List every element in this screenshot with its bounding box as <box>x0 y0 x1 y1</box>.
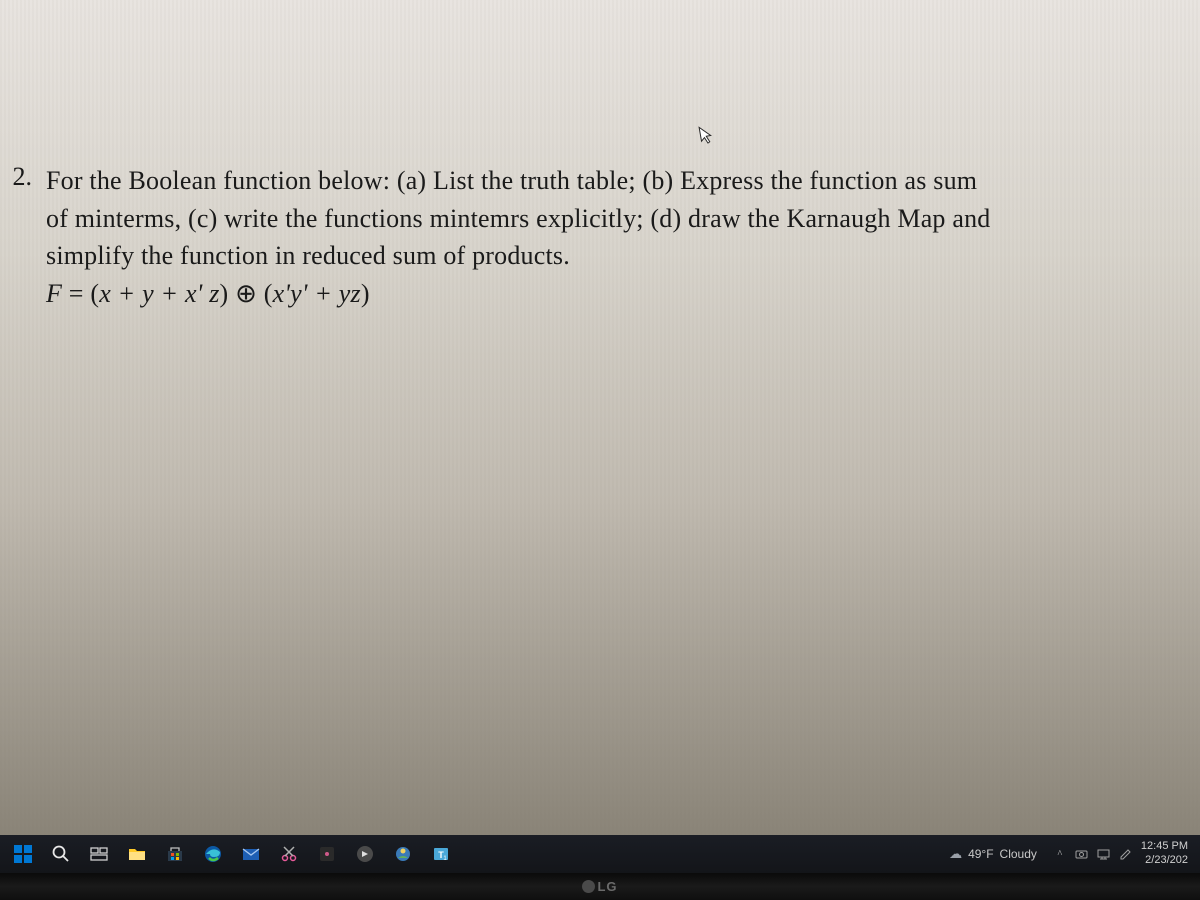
question-line-2: of minterms, (c) write the functions min… <box>46 204 990 233</box>
formula-xor: ) ⊕ ( <box>220 279 273 308</box>
app-icon-1[interactable] <box>310 838 344 870</box>
question-line-1: For the Boolean function below: (a) List… <box>46 166 977 195</box>
mail-icon[interactable] <box>234 838 268 870</box>
weather-widget[interactable]: ☁ 49°F Cloudy <box>941 846 1045 862</box>
question-line-3: simplify the function in reduced sum of … <box>46 241 570 270</box>
tray-monitor-icon[interactable] <box>1097 847 1111 861</box>
lg-logo: LG <box>582 879 617 894</box>
formula-terms-2: x'y' + yz <box>273 279 361 308</box>
system-tray: ^ <box>1053 847 1133 861</box>
app-icon-2[interactable] <box>348 838 382 870</box>
lg-circle-icon <box>582 880 595 893</box>
app-icon-3[interactable] <box>386 838 420 870</box>
formula-F: F <box>46 279 62 308</box>
monitor-bezel: LG <box>0 873 1200 900</box>
start-button[interactable] <box>6 838 40 870</box>
weather-condition: Cloudy <box>1000 847 1037 861</box>
tray-camera-icon[interactable] <box>1075 847 1089 861</box>
file-explorer-icon[interactable] <box>120 838 154 870</box>
clock-date: 2/23/202 <box>1141 854 1188 868</box>
app-icon-4[interactable]: T 1 <box>424 838 458 870</box>
formula-terms-1: x + y + x' z <box>99 279 219 308</box>
weather-temp: 49°F <box>968 847 993 861</box>
cloud-icon: ☁ <box>949 846 962 862</box>
question-body: For the Boolean function below: (a) List… <box>46 162 990 313</box>
clock-time: 12:45 PM <box>1141 840 1188 854</box>
taskbar-right-area: ☁ 49°F Cloudy ^ 12:45 PM 2/23/202 <box>941 840 1194 868</box>
formula-eq: = ( <box>62 279 99 308</box>
lg-brand-text: LG <box>597 879 617 894</box>
tray-chevron-icon[interactable]: ^ <box>1053 847 1067 861</box>
taskbar-clock[interactable]: 12:45 PM 2/23/202 <box>1141 840 1190 868</box>
question-formula: F = (x + y + x' z) ⊕ (x'y' + yz) <box>46 279 370 308</box>
question-number: 2. <box>0 162 46 192</box>
screen-texture-overlay <box>0 0 1200 835</box>
tray-pen-icon[interactable] <box>1119 847 1133 861</box>
screen-content-area: 2. For the Boolean function below: (a) L… <box>0 0 1200 835</box>
question-text-block: 2. For the Boolean function below: (a) L… <box>0 162 1120 313</box>
taskview-icon[interactable] <box>82 838 116 870</box>
taskbar-left-icons: T 1 <box>6 838 458 870</box>
formula-close: ) <box>361 279 370 308</box>
search-icon[interactable] <box>44 838 78 870</box>
edge-icon[interactable] <box>196 838 230 870</box>
microsoft-store-icon[interactable] <box>158 838 192 870</box>
windows-taskbar: T 1 ☁ 49°F Cloudy ^ 12:45 PM 2/23/202 <box>0 835 1200 873</box>
snip-icon[interactable] <box>272 838 306 870</box>
